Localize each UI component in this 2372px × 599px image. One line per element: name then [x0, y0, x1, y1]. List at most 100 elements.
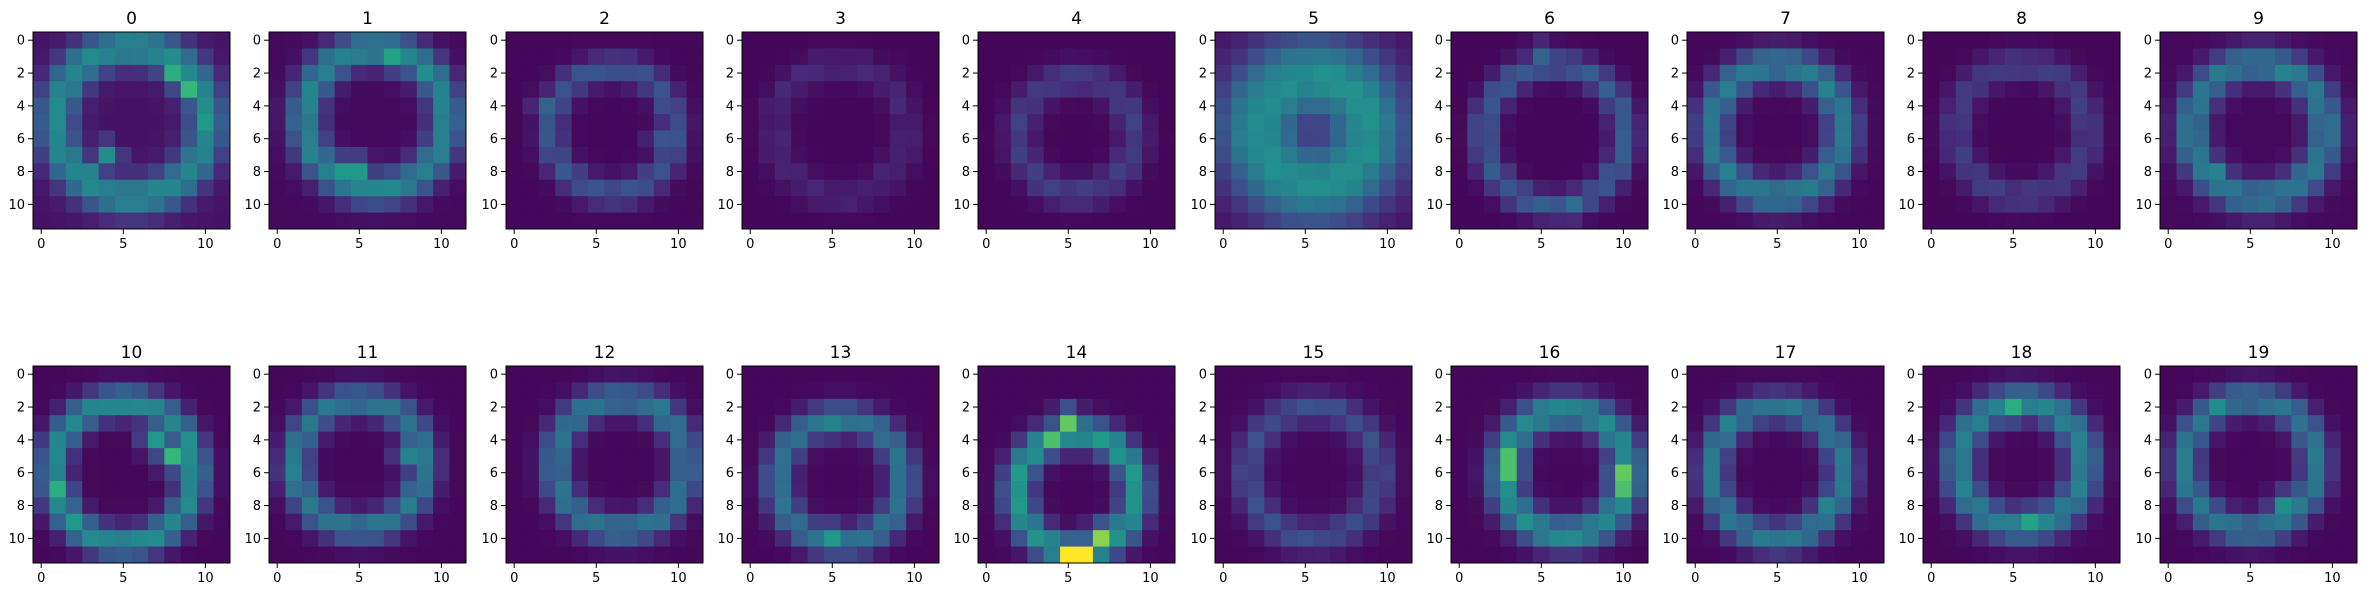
heatmap-cell	[637, 114, 655, 131]
heatmap-cell	[1631, 480, 1649, 498]
heatmap-cell	[1801, 212, 1819, 230]
heatmap-cell	[2087, 431, 2104, 449]
heatmap-cell	[1215, 130, 1232, 148]
heatmap-cell	[2291, 464, 2309, 482]
heatmap-cell	[1687, 480, 1704, 498]
heatmap-cell	[1043, 179, 1061, 197]
heatmap-cell	[2103, 513, 2121, 531]
y-tick-label: 0	[1199, 368, 1207, 383]
heatmap-cell	[1631, 366, 1649, 383]
heatmap-cell	[164, 163, 182, 181]
heatmap-cell	[1769, 513, 1786, 531]
heatmap-cell	[522, 212, 540, 230]
heatmap-cell	[807, 382, 825, 400]
heatmap-cell	[2054, 431, 2072, 449]
heatmap-cell	[2258, 398, 2276, 416]
heatmap-cell	[1851, 32, 1868, 49]
heatmap-cell	[2103, 464, 2121, 482]
heatmap-cell	[2005, 179, 2022, 197]
heatmap-cell	[2209, 382, 2227, 400]
heatmap-cell	[1043, 513, 1061, 531]
heatmap-cell	[1264, 163, 1282, 181]
heatmap-cell	[1752, 366, 1770, 383]
heatmap-cell	[1719, 32, 1737, 49]
panel-title: 0	[126, 9, 137, 29]
heatmap-cell	[33, 382, 50, 400]
heatmap-cell	[1582, 513, 1600, 531]
heatmap-cell	[1769, 415, 1786, 433]
heatmap-cell	[2291, 32, 2309, 49]
heatmap-cell	[1500, 530, 1518, 547]
heatmap-cell	[1043, 163, 1061, 181]
heatmap-cell	[1076, 97, 1094, 115]
heatmap-cell	[1280, 114, 1298, 131]
heatmap-cell	[1467, 497, 1485, 515]
heatmap-cell	[1158, 448, 1176, 465]
heatmap-cell	[994, 398, 1012, 416]
heatmap-cell	[1703, 464, 1721, 482]
heatmap-cell	[2087, 114, 2104, 131]
heatmap-cell	[637, 398, 655, 416]
heatmap-cell	[2037, 130, 2055, 148]
heatmap-cell	[2021, 81, 2039, 99]
heatmap-cell	[351, 546, 368, 564]
y-tick-label: 4	[2144, 433, 2152, 448]
heatmap-cell	[856, 431, 874, 449]
heatmap-cell	[1362, 366, 1380, 383]
heatmap-cell	[2176, 513, 2194, 531]
heatmap-cell	[131, 212, 149, 230]
heatmap-cell	[1379, 480, 1396, 498]
heatmap-cell	[1867, 130, 1885, 148]
heatmap-cell	[1158, 513, 1176, 531]
heatmap-cell	[2324, 530, 2341, 547]
heatmap-cell	[873, 366, 891, 383]
heatmap-cell	[1752, 196, 1770, 213]
heatmap-cell	[1247, 97, 1265, 115]
heatmap-cell	[2324, 64, 2341, 82]
heatmap-cell	[994, 196, 1012, 213]
heatmap-cell	[571, 464, 589, 482]
heatmap-cell	[807, 464, 825, 482]
heatmap-cell	[1955, 212, 1973, 230]
heatmap-cell	[1703, 382, 1721, 400]
heatmap-cell	[1598, 448, 1616, 465]
heatmap-cell	[1631, 146, 1649, 164]
heatmap-cell	[758, 48, 776, 66]
heatmap-cell	[686, 480, 704, 498]
heatmap-cell	[1313, 114, 1331, 131]
heatmap-cell	[1092, 163, 1110, 181]
heatmap-cell	[131, 546, 149, 564]
heatmap-cell	[791, 480, 809, 498]
heatmap-cell	[318, 382, 336, 400]
heatmap-cell	[1329, 513, 1347, 531]
heatmap-cell	[2103, 530, 2121, 547]
heatmap-cell	[791, 530, 809, 547]
heatmap-cell	[742, 530, 759, 547]
heatmap-cell	[400, 382, 418, 400]
heatmap-cell	[115, 530, 132, 547]
heatmap-cell	[1834, 480, 1852, 498]
x-tick-label: 10	[2324, 571, 2341, 586]
heatmap-cell	[1719, 366, 1737, 383]
y-tick-label: 0	[17, 34, 25, 49]
heatmap-cell	[824, 97, 841, 115]
heatmap-cell	[1043, 398, 1061, 416]
heatmap-cell	[1010, 212, 1028, 230]
heatmap-cell	[670, 448, 687, 465]
heatmap-cell	[1379, 97, 1396, 115]
y-tick-label: 10	[481, 198, 498, 213]
heatmap-cell	[2274, 114, 2292, 131]
heatmap-cell	[1379, 530, 1396, 547]
heatmap-cell	[1142, 497, 1159, 515]
heatmap-cell	[1125, 366, 1143, 383]
heatmap-cell	[2021, 130, 2039, 148]
axes-frame	[268, 365, 467, 564]
heatmap-cell	[2070, 464, 2088, 482]
x-tick-label: 0	[1455, 237, 1463, 252]
heatmap-cell	[856, 146, 874, 164]
heatmap-cell	[620, 163, 638, 181]
heatmap-cell	[2037, 497, 2055, 515]
heatmap-cell	[620, 146, 638, 164]
heatmap-cell	[1264, 398, 1282, 416]
heatmap-cell	[1939, 64, 1957, 82]
